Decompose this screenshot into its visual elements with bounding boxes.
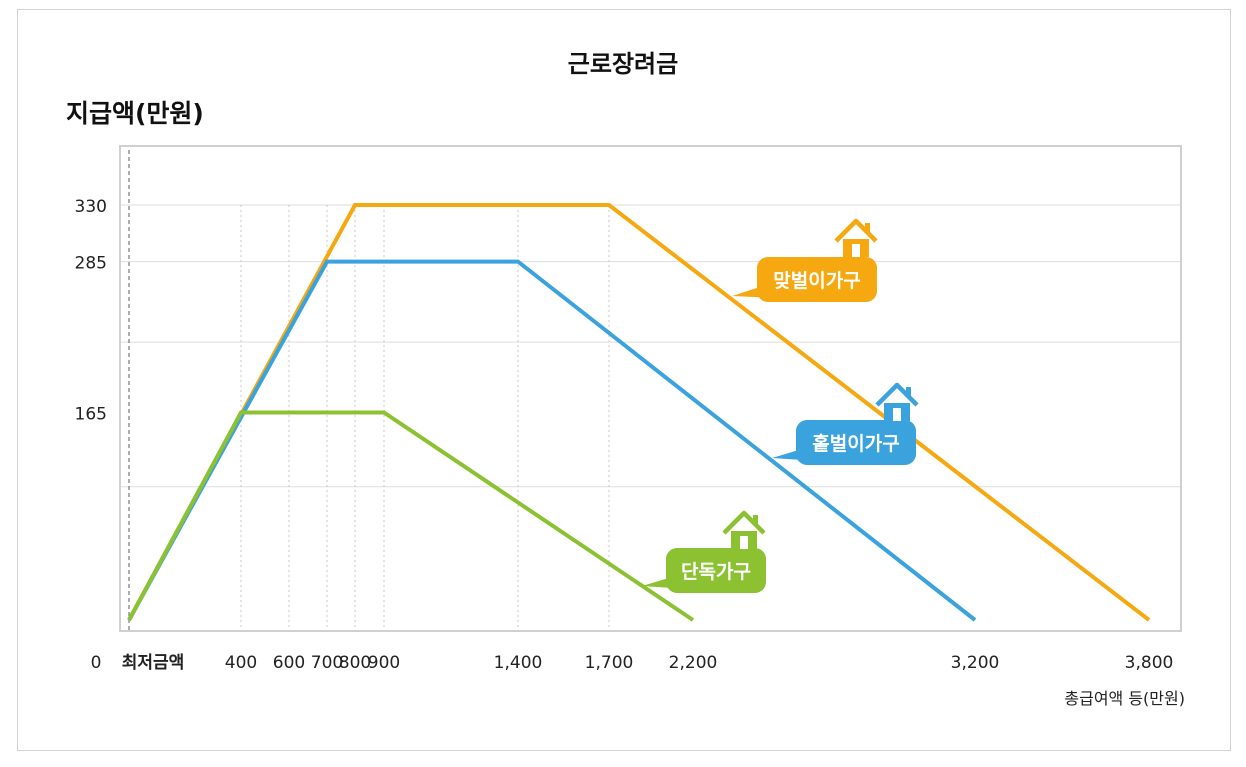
x-tick-label: 3,800 (1125, 653, 1174, 673)
house-icon (722, 510, 766, 549)
plot-area (119, 145, 1182, 632)
x-tick-label: 최저금액 (122, 653, 185, 673)
x-axis-title: 총급여액 등(만원) (1064, 689, 1185, 708)
series-layer (127, 203, 1151, 622)
house-roof (834, 218, 878, 243)
legend-label: 맞벌이가구 (773, 270, 860, 292)
chart-title: 근로장려금 (568, 50, 678, 78)
house-door (740, 536, 748, 549)
house-chimney (753, 515, 758, 525)
legend-badge: 홑벌이가구 (772, 382, 919, 465)
y-tick-label: 165 (75, 405, 107, 425)
legend-badge: 단독가구 (642, 510, 766, 593)
badge-box (757, 257, 877, 302)
house-door (893, 408, 901, 421)
house-chimney (865, 223, 870, 233)
x-tick-label: 700 (311, 653, 343, 673)
legend-badge: 맞벌이가구 (732, 218, 878, 302)
x-tick-label: 900 (368, 653, 400, 673)
series-line (127, 259, 977, 622)
y-tick-label: 330 (75, 197, 107, 217)
house-chimney (906, 387, 911, 397)
legend-label: 홑벌이가구 (812, 432, 899, 455)
x-tick-label: 0 (91, 653, 102, 673)
x-tick-label: 1,400 (494, 653, 543, 673)
house-door (852, 244, 860, 257)
house-icon (875, 382, 919, 421)
badge-box (796, 420, 916, 465)
x-tick-label: 1,700 (585, 653, 634, 673)
badge-box (666, 548, 766, 593)
house-roof (875, 382, 919, 407)
house-icon (834, 218, 878, 257)
x-tick-label: 2,200 (669, 653, 718, 673)
house-roof (722, 510, 766, 535)
x-tick-label: 600 (273, 653, 305, 673)
legend-label: 단독가구 (681, 561, 751, 583)
y-axis-title: 지급액(만원) (66, 99, 204, 128)
x-tick-label: 400 (225, 653, 257, 673)
series-line (127, 410, 695, 622)
y-tick-label: 285 (75, 254, 107, 274)
grid (121, 150, 1180, 630)
x-tick-label: 3,200 (951, 653, 1000, 673)
x-tick-label: 800 (339, 653, 371, 673)
